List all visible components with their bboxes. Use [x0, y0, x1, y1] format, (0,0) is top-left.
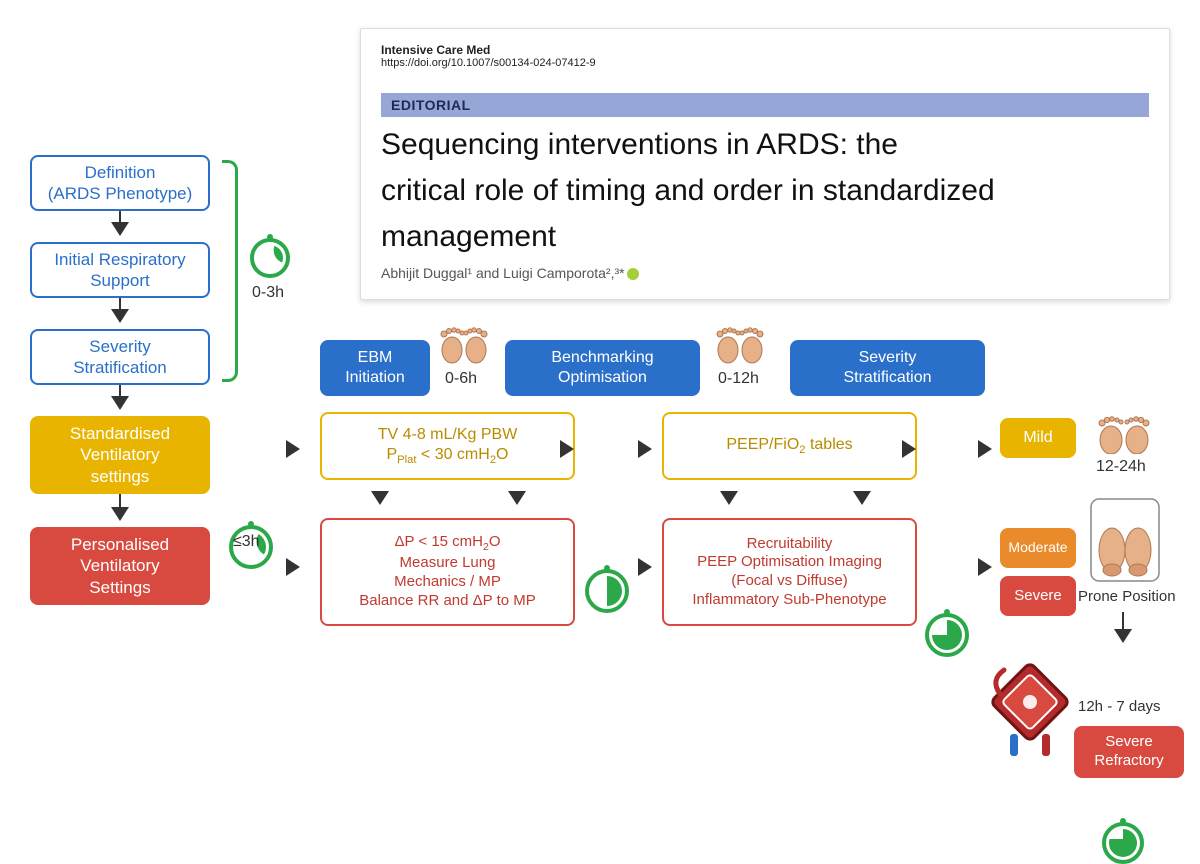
box-severe: Severe [1000, 576, 1076, 616]
arrow-right-icon [638, 558, 652, 576]
initial-l2: Support [90, 270, 150, 291]
peep-line: PEEP/FiO2 tables [726, 435, 852, 457]
box-recruitability: Recruitability PEEP Optimisation Imaging… [662, 518, 917, 626]
personal-l3: Settings [89, 577, 150, 598]
timer-12h-7d: 12h - 7 days [1078, 698, 1161, 715]
arrow-right-icon [978, 558, 992, 576]
box-ebm-initiation: EBM Initiation [320, 340, 430, 396]
time-bracket [222, 160, 238, 382]
sevref-l1: Severe [1105, 733, 1153, 752]
arrow-down-icon [720, 491, 738, 505]
connector [1122, 612, 1124, 630]
feet-prone-icon [1090, 498, 1160, 582]
dp-l2: Measure Lung [400, 554, 496, 573]
definition-l2: (ARDS Phenotype) [48, 183, 193, 204]
dp-l1: ΔP < 15 cmH2O [394, 533, 500, 554]
prone-label: Prone Position [1078, 588, 1176, 605]
definition-l1: Definition [85, 162, 156, 183]
arrow-right-icon [286, 558, 300, 576]
sevref-l2: Refractory [1094, 752, 1163, 771]
box-definition: Definition (ARDS Phenotype) [30, 155, 210, 211]
box-severity-stratification-left: Severity Stratification [30, 329, 210, 385]
arrow-down-icon [111, 222, 129, 236]
clock-wedge [932, 620, 962, 650]
arrow-down-icon [111, 309, 129, 323]
clock-icon [1102, 822, 1144, 864]
arrow-down-icon [853, 491, 871, 505]
arrow-down-icon [1114, 629, 1132, 643]
timer-0-12h: 0-12h [718, 370, 759, 388]
timer-0-3h: 0-3h [252, 284, 284, 302]
personal-l2: Ventilatory [80, 555, 159, 576]
rec-l4: Inflammatory Sub-Phenotype [692, 591, 886, 610]
feet-icon [714, 320, 766, 364]
tv-l2: PPlat < 30 cmH2O [387, 445, 509, 467]
sev-mid-l2: Stratification [843, 368, 931, 388]
initial-l1: Initial Respiratory [54, 249, 185, 270]
timer-le3h: ≤3h [233, 533, 260, 551]
severity-l1: Severity [89, 336, 150, 357]
box-severity-stratification-mid: Severity Stratification [790, 340, 985, 396]
clock-wedge [1109, 829, 1137, 857]
tv-l1: TV 4-8 mL/Kg PBW [378, 425, 518, 445]
doi-line: https://doi.org/10.1007/s00134-024-07412… [381, 57, 1149, 69]
ebm-l1: EBM [358, 348, 393, 368]
connector [119, 494, 121, 508]
ecmo-icon [980, 660, 1080, 760]
box-initial-support: Initial Respiratory Support [30, 242, 210, 298]
arrow-right-icon [286, 440, 300, 458]
orcid-icon [627, 268, 639, 280]
paper-title-line1: Sequencing interventions in ARDS: the [381, 127, 1149, 163]
clock-icon [250, 238, 290, 278]
arrow-right-icon [902, 440, 916, 458]
arrow-right-icon [978, 440, 992, 458]
paper-title-line2: critical role of timing and order in sta… [381, 173, 1149, 209]
clock-icon [925, 613, 969, 657]
arrow-right-icon [560, 440, 574, 458]
arrow-down-icon [371, 491, 389, 505]
dp-l3: Mechanics / MP [394, 573, 501, 592]
timer-12-24h: 12-24h [1096, 458, 1146, 476]
arrow-down-icon [111, 396, 129, 410]
arrow-down-icon [508, 491, 526, 505]
feet-icon [1096, 408, 1152, 454]
ebm-l2: Initiation [345, 368, 405, 388]
box-mild: Mild [1000, 418, 1076, 458]
box-delta-p: ΔP < 15 cmH2O Measure Lung Mechanics / M… [320, 518, 575, 626]
bench-l1: Benchmarking [551, 348, 653, 368]
journal-name: Intensive Care Med [381, 43, 1149, 57]
standard-l2: Ventilatory [80, 444, 159, 465]
severity-l2: Stratification [73, 357, 167, 378]
feet-icon [438, 320, 490, 364]
clock-wedge [257, 245, 283, 271]
box-standardised-settings: Standardised Ventilatory settings [30, 416, 210, 494]
paper-card: Intensive Care Med https://doi.org/10.10… [360, 28, 1170, 300]
personal-l1: Personalised [71, 534, 169, 555]
rec-l2: PEEP Optimisation Imaging [697, 553, 882, 572]
editorial-badge: EDITORIAL [381, 93, 1149, 117]
arrow-down-icon [111, 507, 129, 521]
rec-l3: (Focal vs Diffuse) [731, 572, 847, 591]
clock-wedge [592, 576, 622, 606]
box-personalised-settings: Personalised Ventilatory Settings [30, 527, 210, 605]
authors-text: Abhijit Duggal¹ and Luigi Camporota²,³* [381, 265, 625, 281]
timer-0-6h: 0-6h [445, 370, 477, 388]
paper-title-line3: management [381, 219, 1149, 255]
box-severe-refractory: Severe Refractory [1074, 726, 1184, 778]
standard-l1: Standardised [70, 423, 170, 444]
bench-l2: Optimisation [558, 368, 647, 388]
box-tv-pplat: TV 4-8 mL/Kg PBW PPlat < 30 cmH2O [320, 412, 575, 480]
box-peep-fio2: PEEP/FiO2 tables [662, 412, 917, 480]
sev-mid-l1: Severity [859, 348, 917, 368]
standard-l3: settings [91, 466, 150, 487]
dp-l4: Balance RR and ΔP to MP [359, 592, 536, 611]
box-benchmarking: Benchmarking Optimisation [505, 340, 700, 396]
arrow-right-icon [638, 440, 652, 458]
box-moderate: Moderate [1000, 528, 1076, 568]
paper-authors: Abhijit Duggal¹ and Luigi Camporota²,³* [381, 265, 1149, 281]
clock-icon [585, 569, 629, 613]
rec-l1: Recruitability [747, 535, 833, 554]
